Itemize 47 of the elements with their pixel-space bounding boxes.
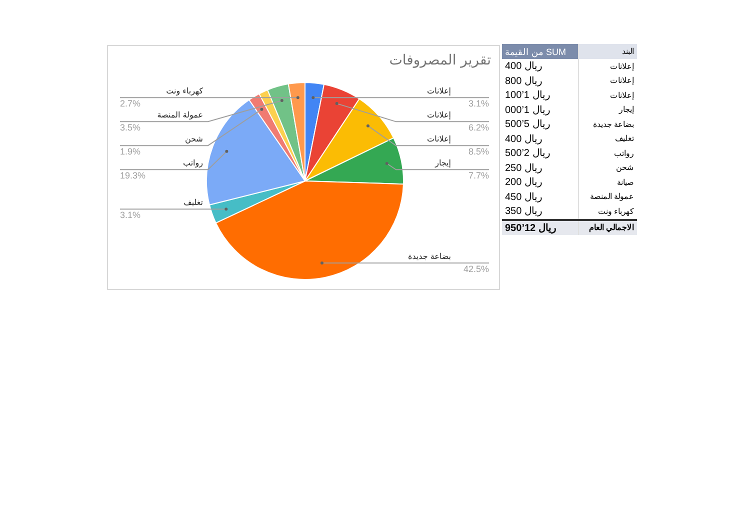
text: رواتب: [578, 146, 637, 160]
data-label: 42.5%: [463, 264, 489, 274]
text: إعلانات: [578, 88, 637, 102]
slice-label: إيجار: [434, 158, 451, 168]
data-label: 6.2%: [468, 122, 489, 133]
slice-label: إعلانات: [427, 86, 451, 96]
slice-label: عمولة المنصة: [157, 110, 203, 120]
text: ريال 1’100: [504, 89, 552, 102]
data-label: 1.9%: [120, 146, 141, 157]
data-label: 7.7%: [468, 170, 489, 181]
data-label: 3.1%: [120, 210, 141, 220]
slice-label: إعلانات: [427, 110, 451, 120]
text: ريال 450: [504, 190, 544, 204]
text: الاجمالي العام: [578, 220, 637, 235]
text: SUM من القيمة: [502, 44, 578, 59]
text: ريال 400: [504, 132, 544, 146]
text: إيجار: [578, 102, 637, 117]
text: تغليف: [578, 132, 637, 146]
data-label: 8.5%: [468, 146, 489, 157]
text: ريال 2’500: [504, 147, 552, 160]
slice-label: شحن: [185, 134, 204, 144]
text: شحن: [578, 160, 637, 175]
slice-label: إعلانات: [427, 134, 451, 144]
data-label: 2.7%: [120, 98, 141, 109]
slice-label: بضاعة جديدة: [408, 252, 451, 262]
text: صيانة: [578, 175, 637, 190]
text: ريال 12’950: [502, 220, 578, 235]
text: ريال 800: [504, 74, 544, 88]
text: بضاعة جديدة: [578, 117, 637, 132]
data-label: 19.3%: [120, 170, 146, 181]
text: كهرباء ونت: [578, 204, 637, 220]
text: ريال 200: [504, 176, 544, 190]
text: ريال 350: [504, 205, 544, 220]
slice-label: رواتب: [182, 158, 204, 168]
text: ريال 1’000: [504, 104, 552, 117]
data-label: 3.5%: [120, 122, 141, 133]
text: البند: [578, 44, 637, 59]
slice-label: تغليف: [184, 198, 203, 208]
text: ريال 250: [504, 162, 544, 175]
text: إعلانات: [578, 59, 637, 74]
data-label: 3.1%: [468, 98, 489, 109]
text: إعلانات: [578, 74, 637, 88]
text: عمولة المنصة: [578, 190, 637, 204]
slice-label: كهرباء ونت: [166, 86, 204, 96]
text: ريال 400: [504, 60, 544, 74]
text: ريال 5’500: [504, 118, 552, 132]
chart-title: تقرير المصروفات: [389, 52, 492, 69]
